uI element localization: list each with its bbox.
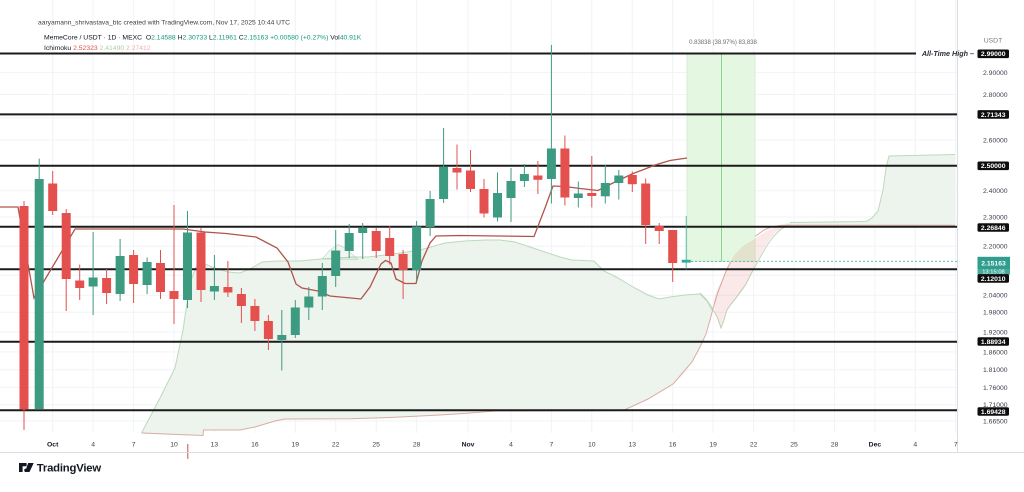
svg-text:2.30000: 2.30000: [983, 214, 1008, 221]
svg-text:25: 25: [372, 442, 380, 449]
svg-text:2.90000: 2.90000: [983, 70, 1008, 77]
svg-text:Ichimoku 2.52323 2.41490 2.274: Ichimoku 2.52323 2.41490 2.27412: [44, 45, 151, 52]
svg-text:28: 28: [413, 442, 421, 449]
svg-text:2.40000: 2.40000: [983, 188, 1008, 195]
svg-text:7: 7: [132, 442, 136, 449]
svg-text:1.69428: 1.69428: [981, 409, 1006, 416]
svg-text:10: 10: [170, 442, 178, 449]
svg-text:1.66500: 1.66500: [983, 418, 1008, 425]
svg-text:0.83838 (38.97%) 83,838: 0.83838 (38.97%) 83,838: [689, 40, 757, 46]
svg-text:25: 25: [790, 442, 798, 449]
svg-text:2.50000: 2.50000: [981, 163, 1006, 170]
svg-text:1.71000: 1.71000: [983, 402, 1008, 409]
svg-text:2.60000: 2.60000: [983, 137, 1008, 144]
svg-text:13: 13: [629, 442, 637, 449]
svg-text:22: 22: [750, 442, 758, 449]
svg-text:2.20000: 2.20000: [983, 244, 1008, 251]
svg-text:4: 4: [509, 442, 513, 449]
svg-text:13:15:08: 13:15:08: [982, 269, 1005, 275]
svg-text:2.26846: 2.26846: [981, 225, 1006, 232]
svg-text:aaryamann_shrivastava_btc crea: aaryamann_shrivastava_btc created with T…: [38, 20, 290, 27]
svg-text:2.15163: 2.15163: [981, 260, 1006, 267]
svg-text:2.71343: 2.71343: [981, 112, 1006, 119]
svg-text:TradingView: TradingView: [37, 462, 102, 474]
svg-text:2.99000: 2.99000: [981, 51, 1006, 58]
svg-text:7: 7: [550, 442, 554, 449]
svg-text:22: 22: [332, 442, 340, 449]
svg-text:28: 28: [831, 442, 839, 449]
svg-text:1.86000: 1.86000: [983, 349, 1008, 356]
svg-text:USDT: USDT: [984, 38, 1003, 45]
svg-text:13: 13: [211, 442, 219, 449]
svg-text:1.76000: 1.76000: [983, 385, 1008, 392]
svg-text:2.12010: 2.12010: [981, 276, 1006, 283]
svg-text:16: 16: [669, 442, 677, 449]
svg-text:Nov: Nov: [462, 442, 475, 449]
svg-text:4: 4: [913, 442, 917, 449]
svg-text:All-Time High –: All-Time High –: [921, 49, 974, 58]
svg-text:MemeCore / USDT · 1D · MEXC O: MemeCore / USDT · 1D · MEXC O2.14588 H2.…: [44, 35, 362, 42]
svg-text:10: 10: [588, 442, 596, 449]
svg-text:7: 7: [954, 442, 958, 449]
svg-text:16: 16: [251, 442, 259, 449]
svg-text:Dec: Dec: [869, 442, 882, 449]
svg-text:1.88934: 1.88934: [981, 339, 1006, 346]
svg-text:1.92000: 1.92000: [983, 329, 1008, 336]
svg-text:2.80000: 2.80000: [983, 92, 1008, 99]
svg-text:19: 19: [709, 442, 717, 449]
svg-text:1.98000: 1.98000: [983, 310, 1008, 317]
svg-text:1.81000: 1.81000: [983, 367, 1008, 374]
svg-text:4: 4: [91, 442, 95, 449]
svg-text:Oct: Oct: [47, 442, 59, 449]
svg-text:19: 19: [292, 442, 300, 449]
svg-text:2.04000: 2.04000: [983, 293, 1008, 300]
